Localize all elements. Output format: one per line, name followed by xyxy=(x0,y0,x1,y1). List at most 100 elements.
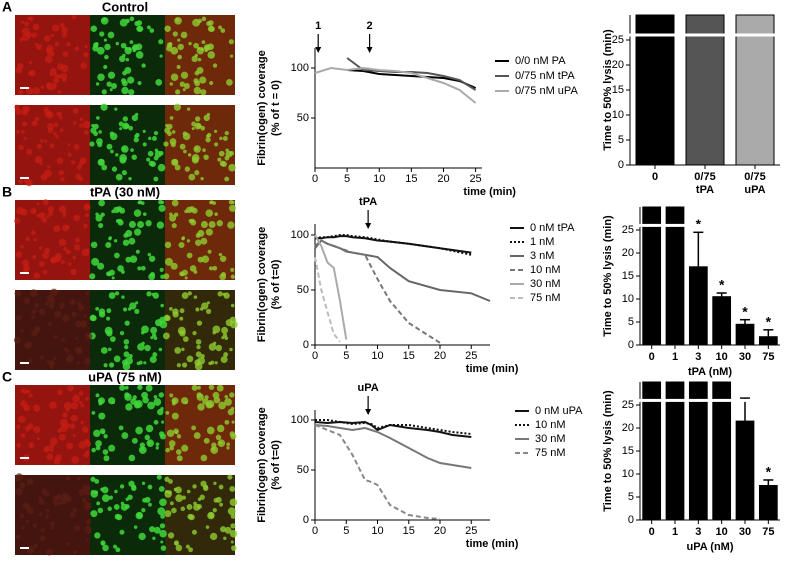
series-line xyxy=(315,235,472,254)
fiber-spot xyxy=(15,66,23,74)
fiber-spot xyxy=(177,43,184,51)
fiber-spot xyxy=(69,298,76,306)
fiber-spot xyxy=(66,354,74,363)
fiber-spot xyxy=(65,249,71,255)
fiber-spot xyxy=(80,62,88,70)
fiber-spot xyxy=(100,487,104,492)
y-tick-label: 20 xyxy=(622,422,634,434)
y-tick-label: 0 xyxy=(303,514,309,526)
fiber-spot xyxy=(229,498,238,507)
fiber-spot xyxy=(218,150,225,157)
fiber-spot xyxy=(131,154,137,160)
fiber-spot xyxy=(141,508,146,513)
significance-star: * xyxy=(719,277,725,293)
fiber-spot xyxy=(191,156,199,164)
fiber-spot xyxy=(186,503,193,510)
fiber-spot xyxy=(121,86,129,95)
fiber-spot xyxy=(134,228,142,236)
fiber-spot xyxy=(159,267,164,272)
fiber-spot xyxy=(62,214,66,218)
fiber-spot xyxy=(226,446,230,450)
fiber-spot xyxy=(153,526,161,534)
fiber-spot xyxy=(186,107,191,111)
fiber-spot xyxy=(129,255,138,263)
fiber-spot xyxy=(75,173,82,180)
fiber-spot xyxy=(227,221,235,229)
fiber-spot xyxy=(224,131,229,136)
y-tick-label: 10 xyxy=(622,468,634,480)
fiber-spot xyxy=(66,476,71,481)
fiber-spot xyxy=(141,481,146,485)
fiber-spot xyxy=(145,220,152,227)
legend-label: 0/75 nM uPA xyxy=(515,85,578,97)
fiber-spot xyxy=(14,290,22,297)
fiber-spot xyxy=(121,270,125,274)
fiber-spot xyxy=(181,397,189,405)
fiber-spot xyxy=(201,255,210,263)
series-line xyxy=(314,234,472,256)
fiber-spot xyxy=(158,485,165,492)
fiber-spot xyxy=(183,149,187,154)
fiber-spot xyxy=(28,71,33,76)
y-tick-label: 100 xyxy=(291,414,309,426)
bar xyxy=(712,381,732,521)
fiber-spot xyxy=(33,237,37,242)
fiber-spot xyxy=(60,64,69,73)
fiber-spot xyxy=(91,410,96,415)
fiber-spot xyxy=(70,402,79,410)
fiber-spot xyxy=(205,209,214,217)
fiber-spot xyxy=(103,363,108,368)
fiber-spot xyxy=(227,474,233,480)
fiber-spot xyxy=(107,506,112,512)
fiber-spot xyxy=(207,51,216,59)
fiber-spot xyxy=(101,494,110,502)
fiber-spot xyxy=(15,534,21,540)
fiber-spot xyxy=(175,449,182,455)
fiber-spot xyxy=(52,495,58,502)
fiber-spot xyxy=(123,339,130,345)
fiber-spot xyxy=(133,525,138,529)
fiber-spot xyxy=(95,306,100,311)
fiber-spot xyxy=(44,55,53,64)
fiber-spot xyxy=(229,485,236,492)
legend-label: 75 nM xyxy=(535,447,566,459)
fiber-spot xyxy=(33,404,41,412)
fiber-spot xyxy=(23,136,27,141)
fiber-spot xyxy=(130,398,137,405)
fiber-spot xyxy=(208,220,216,228)
x-tick-label: 5 xyxy=(343,525,349,537)
fiber-spot xyxy=(111,166,118,172)
fiber-spot xyxy=(102,18,106,22)
fiber-spot xyxy=(193,432,201,440)
axis-break xyxy=(624,33,782,37)
fiber-spot xyxy=(205,228,213,236)
fiber-spot xyxy=(38,261,45,267)
fiber-spot xyxy=(34,155,43,164)
fiber-spot xyxy=(50,437,58,445)
fiber-spot xyxy=(71,455,80,464)
fiber-spot xyxy=(206,21,212,27)
fiber-spot xyxy=(39,355,45,360)
legend-label: 10 nM xyxy=(530,264,561,276)
fiber-spot xyxy=(82,484,91,493)
fiber-spot xyxy=(196,47,205,55)
fiber-spot xyxy=(104,326,113,335)
fiber-spot xyxy=(196,320,203,326)
fiber-spot xyxy=(220,28,226,33)
fiber-spot xyxy=(181,237,185,241)
x-tick-label: 0 xyxy=(649,351,655,363)
fiber-spot xyxy=(142,396,149,404)
fiber-spot xyxy=(85,248,90,253)
fiber-spot xyxy=(31,330,38,337)
fiber-spot xyxy=(98,130,102,134)
fiber-spot xyxy=(137,266,142,271)
fiber-spot xyxy=(83,314,88,318)
fiber-spot xyxy=(90,476,96,482)
fiber-spot xyxy=(48,303,55,310)
fiber-spot xyxy=(20,20,25,24)
fiber-spot xyxy=(72,433,76,438)
fiber-spot xyxy=(22,259,30,267)
fiber-spot xyxy=(95,393,100,398)
fiber-spot xyxy=(67,262,72,266)
